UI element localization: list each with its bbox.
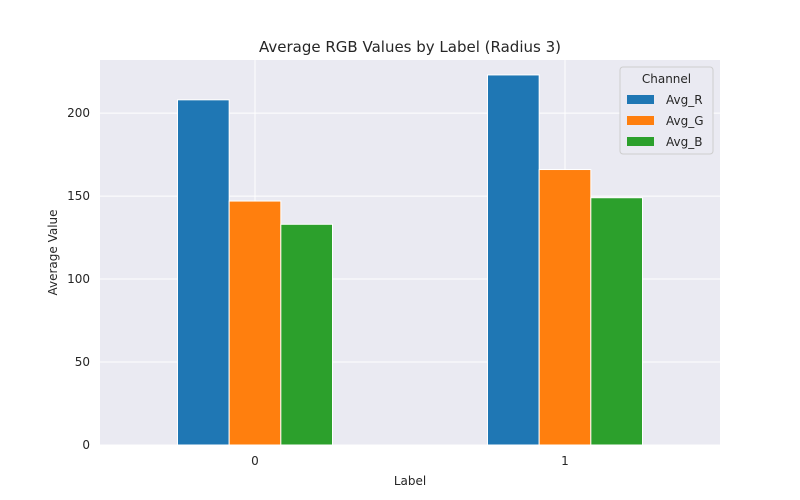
y-tick-label: 100 <box>67 272 90 286</box>
legend-label: Avg_B <box>666 135 702 149</box>
legend-swatch <box>627 95 654 104</box>
bar-avg-r-label-1 <box>487 74 540 446</box>
legend-swatch <box>627 137 654 146</box>
bar-avg-b-label-1 <box>590 197 643 446</box>
legend: Channel Avg_R Avg_G Avg_B <box>619 66 714 155</box>
y-tick-label: 200 <box>67 106 90 120</box>
x-tick-label: 0 <box>251 454 259 468</box>
x-tick-label: 1 <box>561 454 569 468</box>
chart-title: Average RGB Values by Label (Radius 3) <box>259 38 561 56</box>
y-tick-label: 50 <box>75 355 90 369</box>
bar-avg-b-label-0 <box>280 223 334 446</box>
legend-title: Channel <box>642 72 691 86</box>
legend-swatch <box>627 116 654 125</box>
legend-label: Avg_R <box>666 93 703 107</box>
bar-avg-r-label-0 <box>177 99 230 446</box>
y-tick-label: 150 <box>67 189 90 203</box>
bar-avg-g-label-0 <box>228 200 282 446</box>
x-axis-label: Label <box>394 474 426 488</box>
legend-label: Avg_G <box>666 114 704 128</box>
tick-labels: 0 50 100 150 200 0 1 <box>67 106 569 468</box>
bars <box>177 74 643 446</box>
y-axis-label: Average Value <box>46 209 60 295</box>
bar-avg-g-label-1 <box>538 169 592 446</box>
y-tick-label: 0 <box>82 438 90 452</box>
legend-box <box>619 66 714 155</box>
